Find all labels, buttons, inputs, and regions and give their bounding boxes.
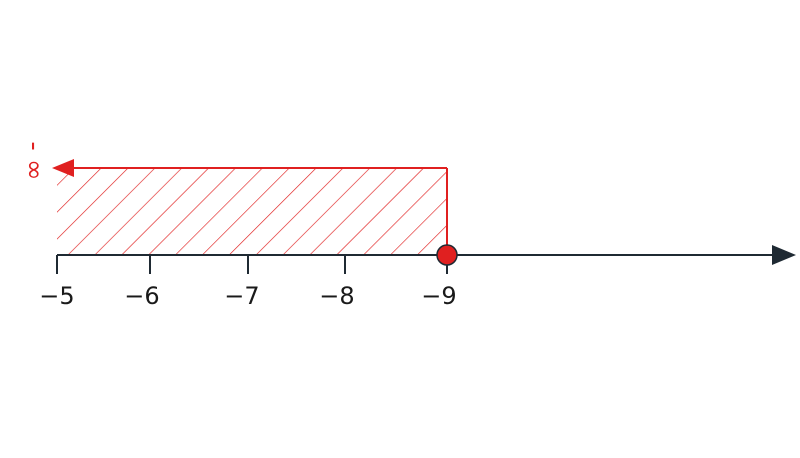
tick-label: −7 (224, 282, 259, 310)
tick-marks (56, 255, 448, 274)
tick-label: −5 (39, 282, 74, 310)
axis-arrow-right-icon (772, 245, 796, 265)
boundary-point (436, 244, 458, 266)
tick-label: −9 (421, 282, 456, 310)
interval-arrow-left-icon (52, 159, 74, 177)
infinity-label: - ∞ (19, 141, 49, 180)
tick-label: −6 (124, 282, 159, 310)
interval-hatched-region (57, 168, 447, 255)
tick-label: −8 (319, 282, 354, 310)
